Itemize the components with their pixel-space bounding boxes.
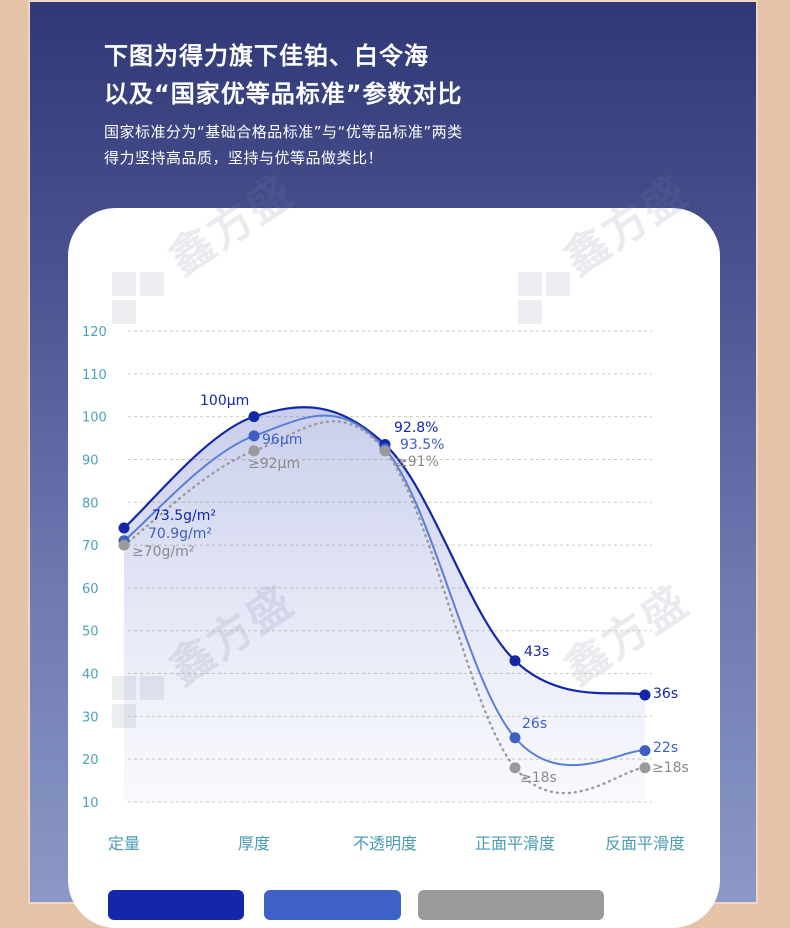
series-3-line <box>122 420 647 795</box>
series-3-data-label: ≥92μm <box>248 456 300 472</box>
headline-line-1: 下图为得力旗下佳铂、白令海 <box>104 42 429 70</box>
y-tick-label: 30 <box>82 710 99 725</box>
y-tick-label: 10 <box>82 796 99 811</box>
y-tick-label: 40 <box>82 668 99 683</box>
series-1-point <box>248 411 260 423</box>
x-category-label: 正面平滑度 <box>475 834 555 853</box>
series-1-data-label: 73.5g/m² <box>152 508 216 524</box>
series-3-point <box>379 445 391 457</box>
series-1-data-label: 100μm <box>200 393 249 409</box>
series-3-data-label: ≥18s <box>520 770 557 786</box>
series-3-data-label: ≥91% <box>396 454 439 470</box>
series-2-line <box>123 414 646 767</box>
x-category-label: 定量 <box>108 834 140 853</box>
comparison-line-chart: 73.5g/m² 100μm 92.8% 43s 36s 70.9g/m² 96μm 93.5… <box>82 325 689 853</box>
legend-swatch-series-1 <box>108 890 244 920</box>
headline-line-2: 以及“国家优等品标准”参数对比 <box>104 80 463 108</box>
series-3-point <box>248 445 260 457</box>
series-2-data-label: 26s <box>522 716 547 732</box>
series-3-point <box>509 762 521 774</box>
x-category-label: 反面平滑度 <box>605 834 685 853</box>
series-1-data-label: 92.8% <box>394 420 438 436</box>
series-2-data-label: 93.5% <box>400 437 444 453</box>
series-2-point <box>639 745 651 757</box>
legend-swatch-series-2 <box>264 890 401 920</box>
series-3-data-label: ≥18s <box>652 760 689 776</box>
series-1-data-label: 43s <box>524 644 549 660</box>
x-category-label: 不透明度 <box>353 834 417 853</box>
x-category-label: 厚度 <box>238 834 270 853</box>
series-1-point <box>509 655 521 667</box>
subtitle-line-1: 国家标准分为“基础合格品标准”与“优等品标准”两类 <box>104 123 463 141</box>
y-tick-label: 50 <box>82 625 99 640</box>
series-3-point <box>639 762 651 774</box>
series-2-point <box>248 430 260 442</box>
subtitle-line-2: 得力坚持高品质，坚持与优等品做类比！ <box>104 149 384 167</box>
y-tick-label: 80 <box>82 496 99 511</box>
legend-swatch-series-3 <box>418 890 604 920</box>
y-tick-label: 110 <box>82 368 107 383</box>
watermark-logo-icon <box>518 272 574 328</box>
series-3-data-label: ≥70g/m² <box>132 544 194 560</box>
series-1-point <box>639 689 651 701</box>
y-tick-label: 70 <box>82 539 99 554</box>
y-tick-label: 90 <box>82 453 99 468</box>
series-2-point <box>509 732 521 744</box>
y-tick-label: 60 <box>82 582 99 597</box>
series-2-data-label: 22s <box>653 740 678 756</box>
series-1-data-label: 36s <box>653 686 678 702</box>
series-3-point <box>118 539 130 551</box>
series-1-point <box>118 522 130 534</box>
watermark-logo-icon <box>112 272 168 328</box>
series-1-area <box>124 407 645 802</box>
y-tick-label: 100 <box>82 411 107 426</box>
y-tick-label: 120 <box>82 325 107 340</box>
series-2-data-label: 70.9g/m² <box>148 526 212 542</box>
series-2-data-label: 96μm <box>262 432 302 448</box>
y-tick-label: 20 <box>82 753 99 768</box>
